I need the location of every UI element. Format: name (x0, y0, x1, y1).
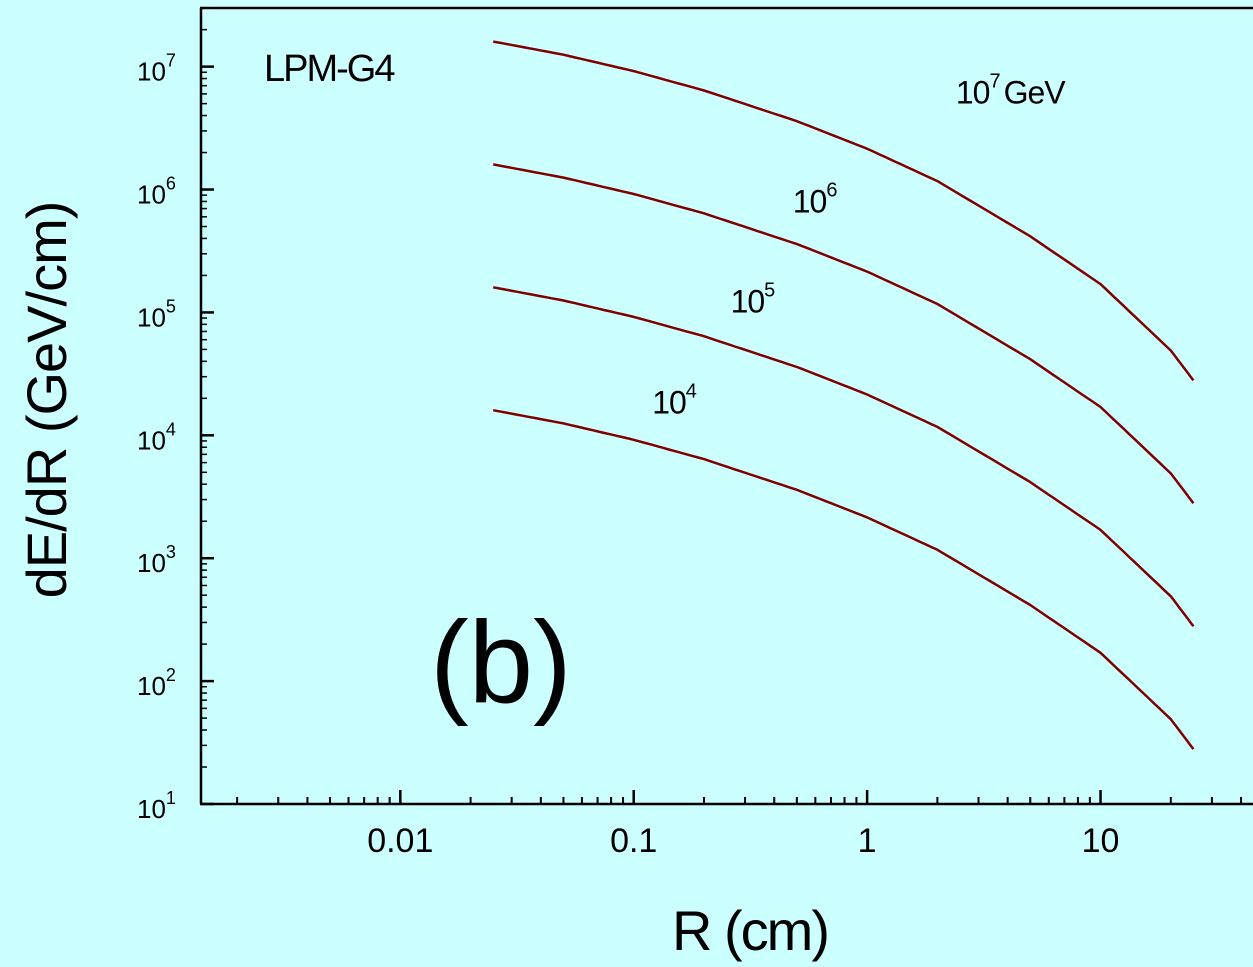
y-major-ticks: 101 102 103 104 105 106 107 (137, 51, 214, 824)
x-tick-label: 0.01 (367, 822, 433, 860)
series-line-1 (492, 40, 1195, 382)
y-tick-label: 103 (137, 542, 176, 578)
series-label-4: 104 (652, 381, 697, 421)
series-line-3 (492, 286, 1195, 627)
y-tick-label: 101 (137, 788, 176, 824)
series-line-2 (492, 163, 1195, 505)
y-tick-label: 104 (137, 419, 176, 455)
x-tick-label: 10 (1082, 822, 1120, 860)
x-minor-ticks (236, 797, 1243, 804)
y-tick-label: 106 (137, 174, 176, 210)
series-label-2: 106 (793, 180, 838, 220)
series-label-3: 105 (731, 279, 776, 319)
series-labels: 107 GeV 106 105 104 (652, 71, 1067, 421)
series-label-1: 107 GeV (956, 71, 1066, 111)
y-tick-label: 107 (137, 51, 176, 87)
panel-tag: LPM-G4 (264, 48, 395, 90)
x-axis-title: R (cm) (672, 899, 828, 962)
series-lines (492, 40, 1195, 750)
y-minor-ticks (201, 7, 207, 768)
x-tick-label: 1 (858, 822, 877, 860)
series-line-4 (492, 408, 1195, 750)
y-tick-label: 105 (137, 296, 176, 332)
panel-letter: (b) (430, 597, 572, 727)
x-major-ticks: 0.01 0.1 1 10 (367, 790, 1119, 860)
y-tick-label: 102 (137, 665, 176, 701)
y-axis-title: dE/dR (GeV/cm) (15, 202, 78, 599)
x-tick-label: 0.1 (610, 822, 657, 860)
